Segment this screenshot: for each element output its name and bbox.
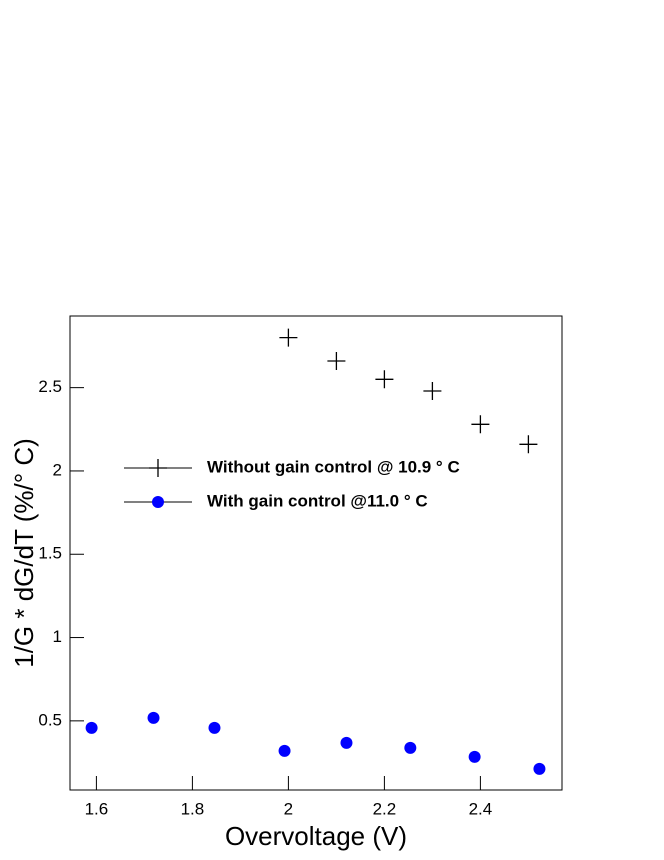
- legend-label: Without gain control @ 10.9 ° C: [207, 457, 460, 476]
- legend-marker: [152, 496, 164, 508]
- data-point: [519, 435, 538, 454]
- data-point: [278, 744, 291, 757]
- legend-marker: [149, 459, 167, 477]
- legend-label: With gain control @11.0 ° C: [207, 491, 428, 510]
- y-tick-label: 1: [53, 627, 62, 646]
- data-point: [375, 370, 394, 389]
- x-axis-label: Overvoltage (V): [225, 821, 407, 851]
- x-tick-label: 1.6: [85, 799, 109, 818]
- plot-frame: [69, 315, 563, 791]
- data-point: [468, 750, 481, 763]
- x-tick-label: 2.4: [469, 799, 493, 818]
- x-tick-label: 1.8: [181, 799, 205, 818]
- data-point: [85, 721, 98, 734]
- data-point: [327, 351, 346, 370]
- data-point: [208, 721, 221, 734]
- data-point: [147, 711, 160, 724]
- data-point: [533, 762, 546, 775]
- y-tick-label: 1.5: [38, 544, 62, 563]
- y-axis-label: 1/G * dG/dT (%/° C): [9, 438, 39, 668]
- x-tick-label: 2.2: [373, 799, 397, 818]
- y-tick-label: 2.5: [38, 377, 62, 396]
- y-tick-label: 2: [53, 460, 62, 479]
- data-point: [404, 741, 417, 754]
- data-point: [340, 736, 353, 749]
- data-point: [423, 381, 442, 400]
- data-point: [471, 415, 490, 434]
- y-tick-label: 0.5: [38, 710, 62, 729]
- data-point: [279, 328, 298, 347]
- x-tick-label: 2: [284, 799, 293, 818]
